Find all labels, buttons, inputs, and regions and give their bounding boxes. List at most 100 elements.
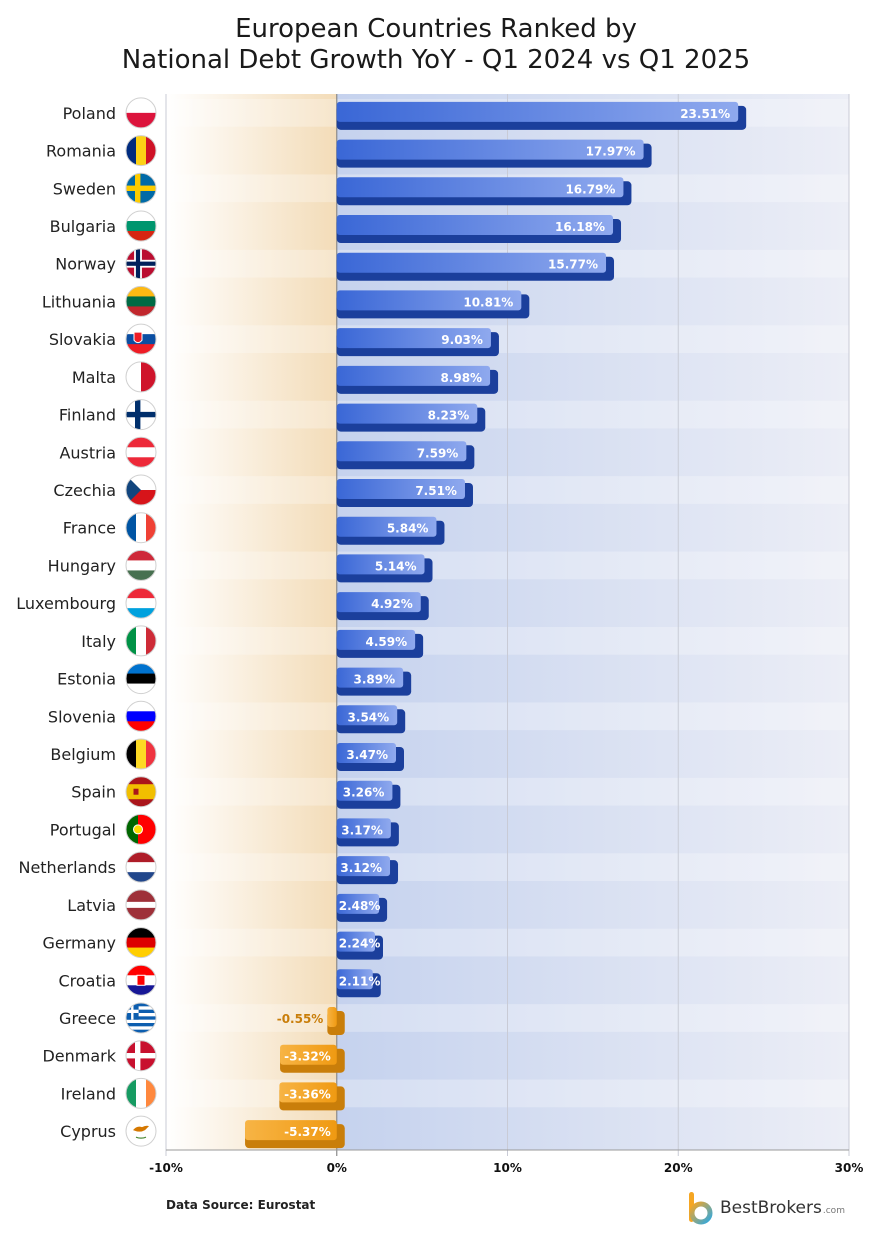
bar-value-label: 4.92%: [371, 597, 413, 611]
bar: [336, 101, 739, 122]
country-label: Slovakia: [49, 330, 116, 349]
country-label: Norway: [55, 255, 116, 274]
bar-value-label: 23.51%: [680, 107, 730, 121]
country-label: Cyprus: [60, 1122, 116, 1141]
negative-region: [166, 94, 337, 1150]
title-line-2: National Debt Growth YoY - Q1 2024 vs Q1…: [121, 45, 751, 75]
bar: [245, 1120, 337, 1141]
title-line-1: European Countries Ranked by: [235, 14, 637, 44]
bar-value-label: -0.55%: [277, 1012, 324, 1026]
bar-value-label: 7.59%: [417, 446, 459, 460]
bar: [336, 705, 398, 726]
bar-value-label: 3.12%: [340, 861, 382, 875]
bar: [280, 1044, 337, 1065]
flag-icon: [125, 700, 157, 732]
bar: [336, 441, 467, 462]
brand-tld: .com: [822, 1206, 845, 1216]
country-label: Luxembourg: [16, 594, 116, 613]
country-label: Estonia: [57, 670, 116, 689]
country-label: Poland: [63, 104, 116, 123]
bar: [336, 780, 393, 801]
flag-icon: [125, 323, 157, 355]
bar: [336, 290, 522, 311]
flag-icon: [125, 889, 157, 921]
bar-value-label: 15.77%: [548, 258, 598, 272]
bar-value-label: 9.03%: [441, 333, 483, 347]
x-tick-label: 10%: [493, 1161, 522, 1175]
bar: [279, 1082, 337, 1103]
country-label: Denmark: [42, 1047, 116, 1066]
country-label: Czechia: [53, 481, 116, 500]
country-label: Romania: [46, 142, 116, 161]
bar-value-label: 3.26%: [343, 786, 385, 800]
flag-icon: [125, 172, 157, 204]
flag-icon: [125, 248, 157, 280]
country-label: Lithuania: [42, 292, 116, 311]
bar: [336, 215, 614, 235]
country-label: Hungary: [48, 556, 116, 575]
bar: [336, 893, 380, 914]
bar-value-label: 10.81%: [463, 295, 513, 309]
bar-value-label: 4.59%: [365, 635, 407, 649]
country-label: Malta: [72, 368, 116, 387]
bar: [336, 177, 624, 198]
country-label: Latvia: [67, 896, 116, 915]
country-label: Austria: [59, 443, 116, 462]
x-tick-label: -10%: [149, 1161, 183, 1175]
flag-icon: [125, 1115, 157, 1147]
flag-icon: [125, 776, 157, 808]
country-label: France: [63, 519, 116, 538]
bar: [336, 139, 644, 160]
bar: [336, 554, 425, 575]
bar: [336, 365, 491, 386]
country-label: Italy: [81, 632, 116, 651]
bar: [336, 403, 478, 424]
bar-value-label: -5.37%: [284, 1125, 331, 1139]
bar-value-label: 16.79%: [565, 182, 615, 196]
country-label: Bulgaria: [50, 217, 116, 236]
bar: [336, 252, 607, 273]
country-label: Ireland: [61, 1084, 116, 1103]
flag-icon: [125, 663, 157, 695]
bar-value-label: 3.17%: [341, 823, 383, 837]
bar-value-label: 3.47%: [346, 748, 388, 762]
bar: [336, 743, 397, 763]
bar-value-label: 2.24%: [339, 937, 381, 951]
bar-value-label: -3.32%: [284, 1050, 331, 1064]
country-label: Slovenia: [48, 707, 116, 726]
country-label: Greece: [59, 1009, 116, 1028]
flag-icon: [125, 436, 157, 468]
flag-icon: [125, 851, 157, 883]
bar-value-label: 8.23%: [428, 409, 470, 423]
bar-value-label: 2.11%: [339, 974, 381, 988]
x-tick-label: 0%: [327, 1161, 347, 1175]
country-label: Portugal: [50, 820, 116, 839]
flag-icon: [125, 361, 157, 393]
bar: [336, 516, 437, 537]
brand-b-icon: [689, 1192, 713, 1225]
bar-value-label: 3.54%: [348, 710, 390, 724]
data-source: Data Source: Eurostat: [166, 1198, 316, 1212]
country-label: Germany: [42, 934, 116, 953]
x-tick-label: 30%: [835, 1161, 864, 1175]
bar: [336, 969, 373, 990]
bar: [336, 328, 491, 349]
bar: [336, 818, 391, 839]
flag-icon: [125, 1040, 157, 1072]
flag-icon: [125, 927, 157, 959]
bar-value-label: 8.98%: [440, 371, 482, 385]
flag-icon: [125, 210, 157, 242]
country-label: Croatia: [58, 971, 116, 990]
bar-value-label: 7.51%: [415, 484, 457, 498]
country-label: Spain: [71, 783, 116, 802]
flag-icon: [125, 285, 157, 317]
flag-icon: [125, 587, 157, 619]
bar: [336, 479, 465, 499]
bar: [327, 1007, 337, 1027]
bar-value-label: 3.89%: [354, 673, 396, 687]
flag-icon: [125, 549, 157, 581]
bar-value-label: 2.48%: [339, 899, 381, 913]
brand-logo: BestBrokers .com: [686, 1188, 845, 1228]
flag-icon: [125, 474, 157, 506]
